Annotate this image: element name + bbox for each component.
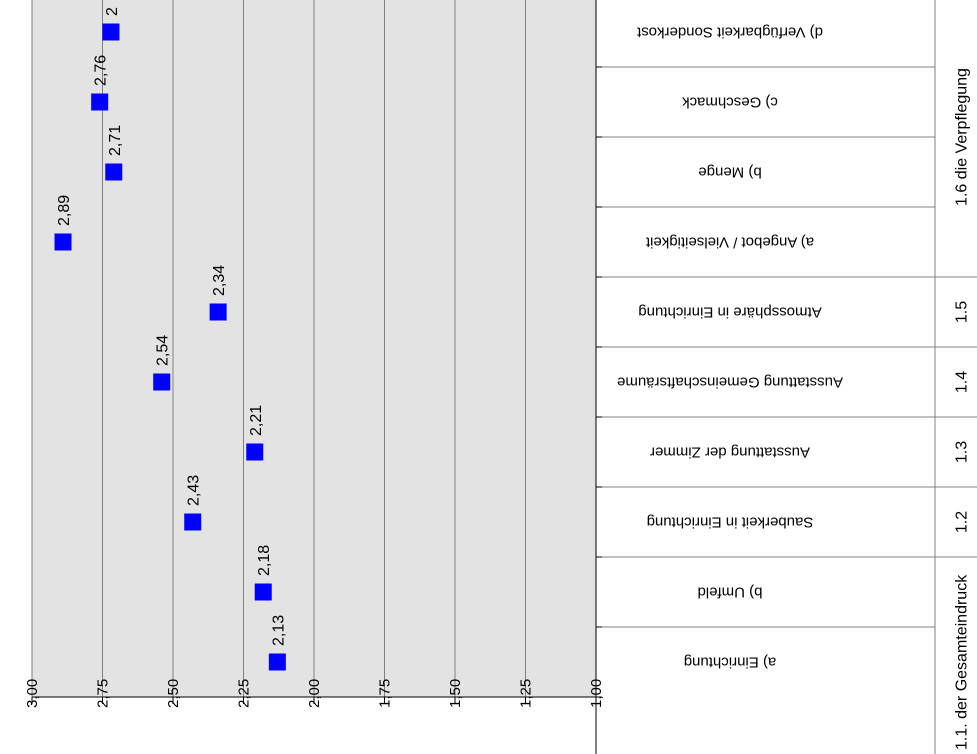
y-tick-label: 2,25 (236, 679, 253, 708)
y-tick-label: 2,50 (165, 679, 182, 708)
data-label: 2,71 (107, 125, 124, 156)
category-separators (596, 66, 977, 698)
data-label: 2,34 (211, 265, 228, 296)
y-axis-tick-labels: 1,00 1,25 1,50 1,75 2,00 2,25 2,50 2,75 3,00 (24, 679, 605, 708)
data-label: 2,89 (56, 195, 73, 226)
y-tick-label: 1,75 (377, 679, 394, 708)
data-label: 2,43 (186, 475, 203, 506)
y-tick-label: 1,50 (447, 679, 464, 708)
y-tick-label: 1,00 (588, 679, 605, 708)
data-value-labels: 2,13 2,18 2,43 2,21 2,54 2,34 2,89 2,71 2,76 2 (56, 7, 287, 646)
group-label: 1.1. der Gesamteindruck (954, 574, 971, 750)
data-marker (102, 23, 120, 41)
data-markers (54, 23, 286, 671)
category-label: Sauberkeit in Einrichtung (647, 514, 814, 531)
group-label: 1.6 die Verpflegung (954, 68, 971, 206)
data-label: 2,18 (256, 545, 273, 576)
data-label: 2,13 (270, 615, 287, 646)
data-marker (153, 373, 171, 391)
group-labels: 1.1. der Gesamteindruck 1.2 1.3 1.4 1.5 1.6 d… (954, 68, 971, 750)
data-marker (91, 93, 109, 111)
category-labels: a) Einrichtung b) Umfeld Sauberkeit in Ein… (617, 24, 843, 671)
y-tick-label: 2,75 (95, 679, 112, 708)
data-marker (54, 233, 72, 251)
group-label: 1.5 (954, 301, 971, 323)
category-label: d) Verfügbarkeit Sonderkost (636, 24, 823, 41)
data-label: 2 (104, 7, 121, 16)
data-marker (246, 443, 264, 461)
y-axis-ticks (31, 697, 597, 704)
data-marker (254, 583, 272, 601)
y-tick-label: 2,00 (306, 679, 323, 708)
category-label: Atmossphäre in Einrichtung (638, 304, 821, 321)
category-label: Ausstattung der Zimmer (650, 444, 810, 461)
category-label: Ausstattung Gemeinschaftsräume (617, 374, 843, 391)
data-marker (184, 513, 202, 531)
data-label: 2,76 (93, 55, 110, 86)
group-label: 1.3 (954, 441, 971, 463)
data-label: 2,21 (248, 405, 265, 436)
data-marker (268, 653, 286, 671)
grid-lines (31, 0, 526, 697)
category-label: a) Angebot / Vielseitigkeit (645, 234, 814, 251)
data-label: 2,54 (155, 335, 172, 366)
data-marker (105, 163, 123, 181)
y-tick-label: 3,00 (24, 679, 41, 708)
category-label: c) Geschmack (682, 94, 778, 111)
category-label: b) Menge (698, 164, 761, 181)
group-label: 1.4 (954, 371, 971, 393)
category-label: b) Umfeld (697, 584, 762, 601)
y-tick-label: 1,25 (518, 679, 535, 708)
data-marker (209, 303, 227, 321)
category-label: a) Einrichtung (684, 654, 777, 671)
group-label: 1.2 (954, 511, 971, 533)
